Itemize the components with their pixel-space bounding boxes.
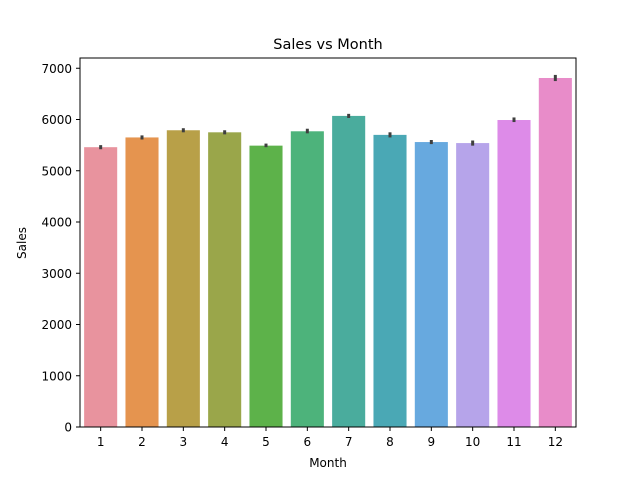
- bar-month-2: [125, 137, 159, 427]
- y-tick-label: 1000: [41, 369, 72, 383]
- y-tick-label: 4000: [41, 216, 72, 230]
- bar-month-7: [332, 115, 366, 427]
- x-tick-label: 6: [304, 435, 312, 449]
- x-tick-label: 12: [548, 435, 563, 449]
- bar-month-10: [456, 143, 490, 427]
- x-tick-label: 5: [262, 435, 270, 449]
- bar-month-6: [290, 131, 324, 428]
- y-tick-label: 3000: [41, 267, 72, 281]
- bar-month-8: [373, 134, 407, 428]
- x-tick-label: 4: [221, 435, 229, 449]
- bar-month-1: [84, 147, 118, 427]
- y-tick-label: 7000: [41, 62, 72, 76]
- x-tick-label: 1: [97, 435, 105, 449]
- x-tick-label: 7: [345, 435, 353, 449]
- x-tick-label: 11: [506, 435, 521, 449]
- bar-month-3: [166, 130, 200, 427]
- x-tick-label: 2: [138, 435, 146, 449]
- y-tick-label: 6000: [41, 113, 72, 127]
- y-tick-label: 5000: [41, 164, 72, 178]
- y-axis-label: Sales: [15, 227, 29, 259]
- x-tick-label: 10: [465, 435, 480, 449]
- x-tick-label: 3: [180, 435, 188, 449]
- bars-layer: [84, 77, 572, 428]
- errorbars-layer: [99, 74, 557, 150]
- y-tick-label: 0: [64, 421, 72, 435]
- bar-month-12: [538, 77, 572, 428]
- chart-title: Sales vs Month: [273, 37, 382, 53]
- y-tick-label: 2000: [41, 318, 72, 332]
- plot-frame: [79, 57, 577, 428]
- x-tick-label: 8: [386, 435, 394, 449]
- bar-month-11: [497, 120, 531, 427]
- bar-month-9: [414, 142, 448, 428]
- x-tick-label: 9: [428, 435, 436, 449]
- bar-month-5: [249, 145, 283, 427]
- bar-month-4: [208, 132, 242, 427]
- x-axis-label: Month: [309, 456, 347, 470]
